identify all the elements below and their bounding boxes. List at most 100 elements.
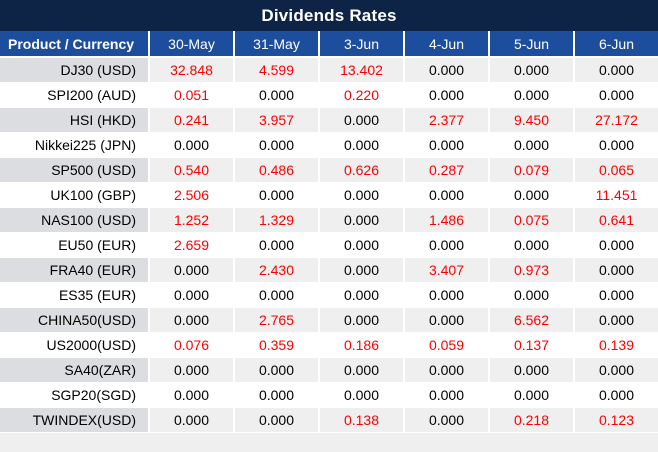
rate-value-cell: 0.000 (233, 133, 318, 158)
rate-value-cell: 0.000 (318, 108, 403, 133)
rate-value-cell: 0.000 (488, 283, 573, 308)
table-row: Nikkei225 (JPN) 0.000 0.000 0.000 0.000 0.000… (0, 133, 658, 158)
rate-value-cell: 0.641 (573, 208, 658, 233)
rate-value-cell: 0.000 (148, 358, 233, 383)
rate-value-cell: 3.957 (233, 108, 318, 133)
rate-value-cell: 0.000 (573, 258, 658, 283)
column-header-date-2: 3-Jun (318, 31, 403, 58)
rate-value-cell: 0.000 (318, 358, 403, 383)
table-row: NAS100 (USD) 1.252 1.329 0.000 1.486 0.075 0.6… (0, 208, 658, 233)
rate-value-cell: 0.000 (403, 83, 488, 108)
column-header-date-0: 30-May (148, 31, 233, 58)
table-row: SGP20(SGD) 0.000 0.000 0.000 0.000 0.000 0.000 (0, 383, 658, 408)
table-row: CHINA50(USD) 0.000 2.765 0.000 0.000 6.562 0.0… (0, 308, 658, 333)
rate-value-cell: 0.000 (488, 183, 573, 208)
rate-value-cell: 0.000 (318, 383, 403, 408)
rate-value-cell: 0.059 (403, 333, 488, 358)
rate-value-cell: 32.848 (148, 58, 233, 83)
table-header-row: Product / Currency 30-May 31-May 3-Jun 4-Ju… (0, 31, 658, 58)
rate-value-cell: 0.000 (318, 133, 403, 158)
table-row: SA40(ZAR) 0.000 0.000 0.000 0.000 0.000 0.000 (0, 358, 658, 383)
column-header-date-4: 5-Jun (488, 31, 573, 58)
rate-value-cell: 6.562 (488, 308, 573, 333)
rate-value-cell: 0.000 (148, 258, 233, 283)
rate-value-cell: 0.000 (403, 358, 488, 383)
product-label: TWINDEX(USD) (0, 408, 148, 433)
table-row: UK100 (GBP) 2.506 0.000 0.000 0.000 0.000 11.4… (0, 183, 658, 208)
table-row: ES35 (EUR) 0.000 0.000 0.000 0.000 0.000 0.000 (0, 283, 658, 308)
rate-value-cell: 0.000 (573, 83, 658, 108)
rate-value-cell: 0.000 (318, 283, 403, 308)
table-row: FRA40 (EUR) 0.000 2.430 0.000 3.407 0.973 0.00… (0, 258, 658, 283)
rate-value-cell: 0.000 (148, 283, 233, 308)
rate-value-cell: 0.076 (148, 333, 233, 358)
rate-value-cell: 0.139 (573, 333, 658, 358)
rate-value-cell: 0.051 (148, 83, 233, 108)
rate-value-cell: 0.123 (573, 408, 658, 433)
product-label: UK100 (GBP) (0, 183, 148, 208)
rate-value-cell: 4.599 (233, 58, 318, 83)
rate-value-cell: 3.407 (403, 258, 488, 283)
rate-value-cell: 0.000 (233, 233, 318, 258)
rate-value-cell: 2.430 (233, 258, 318, 283)
rate-value-cell: 0.241 (148, 108, 233, 133)
rate-value-cell: 0.000 (403, 133, 488, 158)
rate-value-cell: 0.000 (233, 408, 318, 433)
rate-value-cell: 0.000 (488, 383, 573, 408)
page-title: Dividends Rates (0, 0, 658, 31)
product-label: CHINA50(USD) (0, 308, 148, 333)
rate-value-cell: 0.000 (233, 383, 318, 408)
product-label: FRA40 (EUR) (0, 258, 148, 283)
product-label: ES35 (EUR) (0, 283, 148, 308)
rate-value-cell: 0.000 (488, 133, 573, 158)
product-label: SP500 (USD) (0, 158, 148, 183)
rate-value-cell: 0.540 (148, 158, 233, 183)
rate-value-cell: 2.659 (148, 233, 233, 258)
rate-value-cell: 0.000 (318, 208, 403, 233)
table-row: DJ30 (USD) 32.848 4.599 13.402 0.000 0.000 0.0… (0, 58, 658, 83)
rate-value-cell: 13.402 (318, 58, 403, 83)
rate-value-cell: 0.000 (573, 58, 658, 83)
rate-value-cell: 0.000 (488, 233, 573, 258)
product-label: NAS100 (USD) (0, 208, 148, 233)
rate-value-cell: 0.000 (573, 133, 658, 158)
product-label: SGP20(SGD) (0, 383, 148, 408)
rate-value-cell: 0.000 (573, 233, 658, 258)
rate-value-cell: 0.000 (488, 358, 573, 383)
product-label: US2000(USD) (0, 333, 148, 358)
table-row: US2000(USD) 0.076 0.359 0.186 0.059 0.137 0.13… (0, 333, 658, 358)
rate-value-cell: 0.000 (403, 183, 488, 208)
rate-value-cell: 0.000 (233, 283, 318, 308)
rate-value-cell: 0.000 (318, 308, 403, 333)
rate-value-cell: 2.765 (233, 308, 318, 333)
rate-value-cell: 0.000 (573, 383, 658, 408)
rate-value-cell: 2.377 (403, 108, 488, 133)
product-label: HSI (HKD) (0, 108, 148, 133)
rate-value-cell: 1.329 (233, 208, 318, 233)
table-row: EU50 (EUR) 2.659 0.000 0.000 0.000 0.000 0.000 (0, 233, 658, 258)
rate-value-cell: 0.000 (148, 308, 233, 333)
rate-value-cell: 0.000 (148, 408, 233, 433)
rate-value-cell: 0.973 (488, 258, 573, 283)
rate-value-cell: 0.000 (318, 258, 403, 283)
rate-value-cell: 0.000 (233, 183, 318, 208)
product-label: Nikkei225 (JPN) (0, 133, 148, 158)
table-row: SPI200 (AUD) 0.051 0.000 0.220 0.000 0.000 0.0… (0, 83, 658, 108)
product-label: DJ30 (USD) (0, 58, 148, 83)
table-row: HSI (HKD) 0.241 3.957 0.000 2.377 9.450 27.172 (0, 108, 658, 133)
rate-value-cell: 0.287 (403, 158, 488, 183)
column-header-product-currency: Product / Currency (0, 31, 148, 58)
rate-value-cell: 0.359 (233, 333, 318, 358)
rate-value-cell: 0.220 (318, 83, 403, 108)
rate-value-cell: 0.075 (488, 208, 573, 233)
rate-value-cell: 0.137 (488, 333, 573, 358)
rate-value-cell: 0.000 (148, 133, 233, 158)
rate-value-cell: 0.079 (488, 158, 573, 183)
rate-value-cell: 1.252 (148, 208, 233, 233)
rate-value-cell: 9.450 (488, 108, 573, 133)
rate-value-cell: 0.000 (403, 58, 488, 83)
rate-value-cell: 0.000 (318, 183, 403, 208)
column-header-date-1: 31-May (233, 31, 318, 58)
rate-value-cell: 0.000 (573, 358, 658, 383)
